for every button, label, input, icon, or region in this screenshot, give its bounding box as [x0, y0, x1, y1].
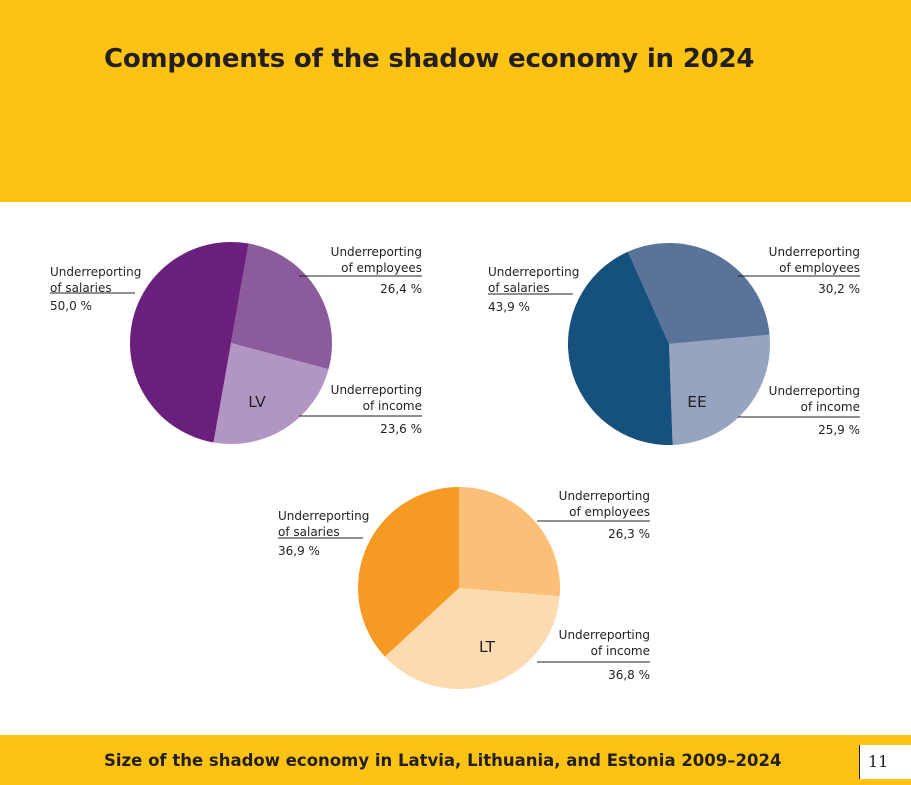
slice-value-label-ee-2: 25,9 %: [818, 423, 860, 437]
slice-label-ee-1: of employees: [779, 261, 860, 275]
slice-label-lv-0: of salaries: [50, 281, 112, 295]
pie-slice-lv-0: [129, 241, 249, 443]
pie-slice-ee-0: [567, 251, 673, 446]
slice-label-ee-1: Underreporting: [769, 245, 860, 259]
pie-center-label-lt: LT: [479, 638, 496, 656]
slice-label-lv-1: Underreporting: [331, 245, 422, 259]
pie-slice-ee-1: [627, 242, 770, 344]
slice-label-ee-0: Underreporting: [488, 265, 579, 279]
slice-label-lv-1: of employees: [341, 261, 422, 275]
pie-slice-lv-1: [231, 243, 333, 370]
slice-value-label-lv-1: 26,4 %: [380, 282, 422, 296]
slice-label-ee-2: Underreporting: [769, 384, 860, 398]
pie-slice-lt-2: [384, 588, 560, 690]
page-title: Components of the shadow economy in 2024: [104, 44, 755, 74]
page-number-box: [859, 745, 911, 779]
pie-center-label-ee: EE: [687, 393, 707, 411]
pie-slice-ee-2: [669, 334, 770, 445]
footer-band: [0, 735, 911, 785]
slice-label-lt-1: Underreporting: [559, 489, 650, 503]
slice-value-label-lv-0: 50,0 %: [50, 299, 92, 313]
slice-label-ee-0: of salaries: [488, 281, 550, 295]
pie-center-label-lv: LV: [248, 393, 266, 411]
header-band: [0, 0, 911, 202]
pie-slice-lv-2: [213, 343, 329, 445]
slice-label-lt-0: of salaries: [278, 525, 340, 539]
slice-label-lv-2: Underreporting: [331, 383, 422, 397]
slice-label-lv-0: Underreporting: [50, 265, 141, 279]
slice-value-label-lt-2: 36,8 %: [608, 668, 650, 682]
slice-value-label-lt-1: 26,3 %: [608, 527, 650, 541]
slice-value-label-ee-1: 30,2 %: [818, 282, 860, 296]
page-number: 11: [868, 752, 889, 771]
slice-label-lt-0: Underreporting: [278, 509, 369, 523]
pie-slice-lt-1: [459, 487, 560, 597]
slice-label-lt-2: of income: [591, 644, 650, 658]
slice-value-label-lv-2: 23,6 %: [380, 422, 422, 436]
pie-slice-lt-0: [357, 487, 459, 657]
slice-label-ee-2: of income: [801, 400, 860, 414]
slice-value-label-lt-0: 36,9 %: [278, 544, 320, 558]
slice-value-label-ee-0: 43,9 %: [488, 300, 530, 314]
slice-label-lv-2: of income: [363, 399, 422, 413]
footer-caption: Size of the shadow economy in Latvia, Li…: [104, 751, 782, 770]
slice-label-lt-2: Underreporting: [559, 628, 650, 642]
slice-label-lt-1: of employees: [569, 505, 650, 519]
